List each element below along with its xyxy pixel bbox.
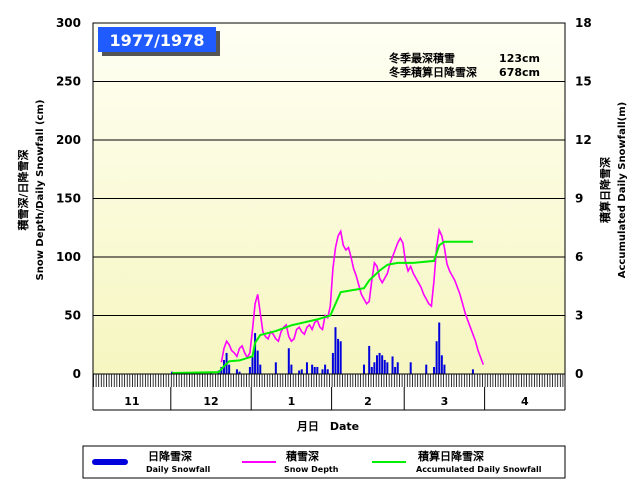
daily-snowfall-bar xyxy=(321,369,324,374)
right-tick-label: 0 xyxy=(575,367,583,381)
daily-snowfall-bar xyxy=(290,364,293,374)
daily-snowfall-bar xyxy=(326,369,329,374)
grid xyxy=(93,81,565,316)
month-label: 11 xyxy=(124,395,139,408)
daily-snowfall-bar xyxy=(256,350,259,374)
daily-snowfall-bar xyxy=(381,355,384,374)
legend: 日降雪深 Daily Snowfall 積雪深 Snow Depth 積算日降雪… xyxy=(82,445,566,479)
daily-snowfall-bar xyxy=(373,362,376,374)
season-box xyxy=(98,27,216,52)
daily-snowfall-bar xyxy=(368,345,371,374)
snow-depth-line xyxy=(220,227,485,365)
daily-snowfall-bar xyxy=(248,366,251,374)
daily-snowfall-bar xyxy=(298,370,301,374)
daily-snowfall-bar xyxy=(471,369,474,374)
left-tick-label: 250 xyxy=(56,75,81,89)
daily-snowfall-bar xyxy=(324,364,327,374)
daily-snowfall-bar xyxy=(396,362,399,374)
daily-snowfall-bar xyxy=(235,369,238,374)
right-axis-ticks: 0 3 6 9 12 15 18 xyxy=(575,16,592,381)
daily-snowfall-bar xyxy=(311,364,314,374)
left-tick-label: 100 xyxy=(56,250,81,264)
legend-frame xyxy=(82,445,566,479)
daily-snowfall-bar xyxy=(228,364,231,374)
daily-snowfall-bar xyxy=(337,338,340,374)
accumulated-snowfall-line xyxy=(172,240,473,374)
daily-snowfall-bar xyxy=(259,364,262,374)
date-axis: 11 12 1 2 3 4 xyxy=(92,374,566,411)
left-tick-label: 0 xyxy=(73,367,81,381)
legend-accumulated-jp: 積算日降雪深 xyxy=(417,449,484,463)
legend-daily-snowfall-en: Daily Snowfall xyxy=(146,465,210,474)
daily-snowfall-bar xyxy=(375,355,378,374)
daily-snowfall-bar xyxy=(238,371,241,374)
daily-snowfall-bar xyxy=(274,362,277,374)
right-tick-label: 15 xyxy=(575,75,592,89)
daily-snowfall-bar xyxy=(334,327,337,374)
daily-snowfall-bar xyxy=(316,366,319,374)
month-label: 3 xyxy=(441,395,449,408)
x-axis-label: 月日 Date xyxy=(296,420,359,433)
legend-daily-snowfall-jp: 日降雪深 xyxy=(148,449,192,463)
left-tick-label: 150 xyxy=(56,192,81,206)
daily-snowfall-bar xyxy=(300,369,303,374)
month-label: 2 xyxy=(364,395,372,408)
right-axis-label-en: Accumulated Daily Snowfall(m) xyxy=(617,102,628,278)
plot-frame xyxy=(92,22,566,375)
left-axis-label-en: Snow Depth/Daily Snowfall (cm) xyxy=(35,100,46,281)
daily-snowfall-bar xyxy=(425,364,428,374)
daily-snowfall-bar xyxy=(383,359,386,374)
right-tick-label: 18 xyxy=(575,16,592,30)
right-axis-label-jp: 積算日降雪深 xyxy=(598,157,612,224)
legend-snow-depth-en: Snow Depth xyxy=(284,465,339,474)
daily-snowfall-bar xyxy=(394,366,397,374)
daily-snowfall-bar xyxy=(438,322,441,374)
daily-snowfall-bars xyxy=(171,322,474,374)
month-label: 12 xyxy=(203,395,218,408)
left-tick-label: 300 xyxy=(56,16,81,30)
daily-snowfall-bar xyxy=(210,372,212,374)
left-tick-label: 200 xyxy=(56,133,81,147)
daily-snowfall-bar xyxy=(287,348,290,374)
daily-snowfall-bar xyxy=(433,366,436,374)
daily-snowfall-bar xyxy=(363,364,366,374)
daily-snowfall-bar xyxy=(440,355,443,374)
legend-accumulated-en: Accumulated Daily Snowfall xyxy=(416,465,542,474)
daily-snowfall-bar xyxy=(331,352,334,374)
daily-snowfall-bar xyxy=(313,366,316,374)
daily-snowfall-bar xyxy=(370,366,373,374)
total-snowfall-value: 678cm xyxy=(499,66,540,79)
daily-snowfall-bar xyxy=(435,341,438,374)
right-tick-label: 6 xyxy=(575,250,583,264)
season-label: 1977/1978 xyxy=(110,31,205,50)
month-label: 1 xyxy=(288,395,296,408)
daily-snowfall-bar xyxy=(391,356,394,374)
left-tick-label: 50 xyxy=(64,309,81,323)
max-depth-label: 冬季最深積雪 xyxy=(389,51,455,65)
legend-daily-snowfall-swatch xyxy=(92,459,128,465)
max-depth-value: 123cm xyxy=(499,52,540,65)
daily-snowfall-bar xyxy=(251,356,254,374)
month-label: 4 xyxy=(521,395,529,408)
legend-snow-depth-jp: 積雪深 xyxy=(285,449,319,463)
right-tick-label: 12 xyxy=(575,133,592,147)
daily-snowfall-bar xyxy=(443,364,446,374)
right-tick-label: 9 xyxy=(575,192,583,206)
left-axis-ticks: 0 50 100 150 200 250 300 xyxy=(56,16,81,381)
left-axis-label-jp: 積雪深/日降雪深 xyxy=(16,149,30,231)
daily-snowfall-bar xyxy=(409,362,412,374)
total-snowfall-label: 冬季積算日降雪深 xyxy=(389,65,477,79)
daily-snowfall-bar xyxy=(386,362,389,374)
daily-snowfall-bar xyxy=(339,341,342,374)
daily-snowfall-bar xyxy=(378,352,381,374)
daily-snowfall-bar xyxy=(305,362,308,374)
daily-snowfall-bar xyxy=(254,333,257,374)
right-tick-label: 3 xyxy=(575,309,583,323)
